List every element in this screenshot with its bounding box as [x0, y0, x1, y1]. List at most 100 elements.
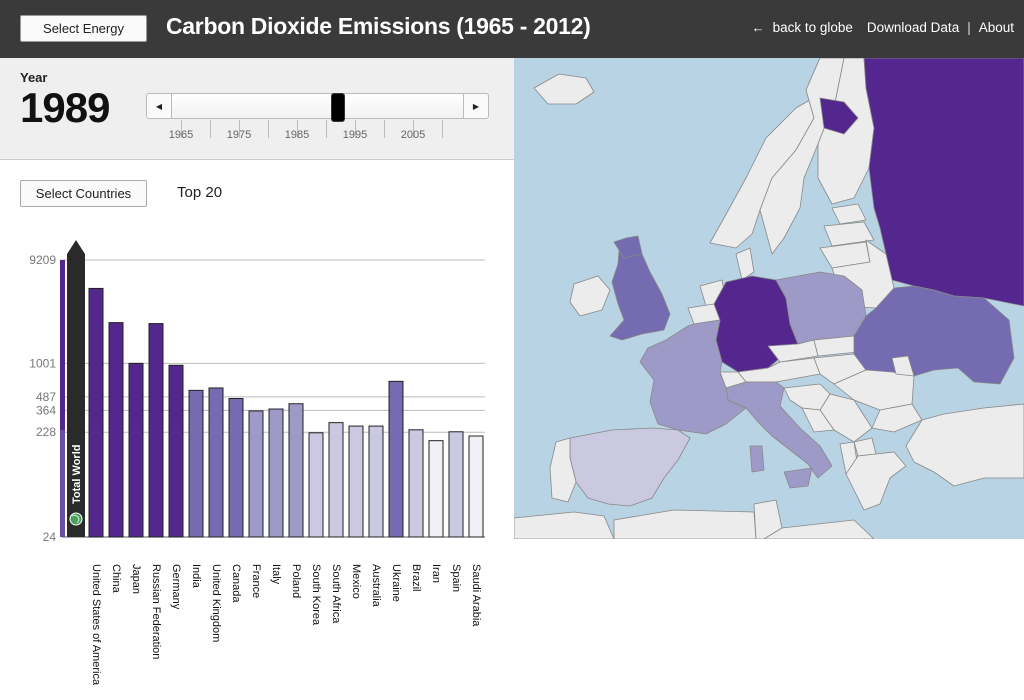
- map-country-latvia[interactable]: [823, 221, 875, 247]
- bar-ukraine[interactable]: [388, 380, 404, 538]
- page-title: Carbon Dioxide Emissions (1965 - 2012): [166, 13, 591, 39]
- slider-tick-label: 1995: [342, 129, 368, 141]
- bar-russian-federation[interactable]: [148, 323, 164, 538]
- year-slider[interactable]: ◀ ▶: [146, 93, 489, 122]
- map-country-iceland[interactable]: [533, 73, 595, 105]
- arrow-left-icon: ←: [751, 20, 765, 35]
- bar-australia[interactable]: [368, 425, 384, 538]
- bar-italy[interactable]: [268, 408, 284, 538]
- x-tick-label: France: [250, 564, 262, 598]
- bar-iran[interactable]: [428, 440, 444, 538]
- bar-mexico[interactable]: [348, 425, 364, 538]
- x-tick-label: Iran: [430, 564, 442, 583]
- x-tick-label: Japan: [130, 564, 142, 594]
- globe-icon: [69, 512, 83, 526]
- slider-track[interactable]: [171, 93, 464, 122]
- map-country-spain[interactable]: [569, 427, 691, 507]
- slider-tick-label: 1965: [168, 129, 194, 141]
- year-label: Year: [20, 70, 48, 85]
- bar-france[interactable]: [248, 410, 264, 538]
- map-country-scotland[interactable]: [613, 235, 643, 259]
- map-country-portugal[interactable]: [549, 437, 577, 503]
- y-tick-label: 487: [36, 390, 56, 404]
- x-tick-label: China: [110, 564, 122, 594]
- total-world-pill[interactable]: [67, 240, 85, 537]
- download-data-link[interactable]: Download Data: [866, 20, 960, 35]
- map-country-turkey[interactable]: [905, 403, 1024, 487]
- x-tick-label: Russian Federation: [150, 564, 162, 659]
- triangle-right-icon: ▶: [472, 101, 480, 111]
- map-country-morocco[interactable]: [514, 511, 615, 539]
- x-tick-label: Spain: [450, 564, 462, 592]
- x-tick-label: Poland: [290, 564, 302, 598]
- map-country-italy[interactable]: [725, 381, 833, 479]
- slider-ticks: 1965 1975 1985 1995 2005: [146, 120, 489, 144]
- x-tick-label: Italy: [270, 564, 282, 585]
- back-to-globe-label: back to globe: [772, 20, 853, 35]
- bar-japan[interactable]: [128, 362, 144, 538]
- map-country-slovakia[interactable]: [813, 335, 859, 357]
- bar-united-states-of-america[interactable]: [88, 287, 104, 538]
- map-country-greece[interactable]: [845, 451, 907, 511]
- y-tick-label: 228: [36, 425, 56, 439]
- slider-prev-button[interactable]: ◀: [146, 93, 172, 119]
- europe-choropleth-map[interactable]: [514, 58, 1024, 539]
- map-country-scandinavia[interactable]: [709, 58, 895, 249]
- x-tick-label: South Africa: [330, 564, 342, 624]
- map-country-moldova[interactable]: [891, 355, 915, 377]
- map-country-sicily[interactable]: [783, 467, 813, 489]
- about-link[interactable]: About: [978, 20, 1014, 35]
- total-world-label: Total World: [71, 445, 83, 504]
- slider-thumb[interactable]: [331, 93, 345, 122]
- y-tick-label: 364: [36, 403, 56, 417]
- total-world-bar: [60, 260, 65, 537]
- map-country-bosnia[interactable]: [801, 407, 835, 433]
- bar-brazil[interactable]: [408, 429, 424, 538]
- bar-india[interactable]: [188, 389, 204, 538]
- bar-united-kingdom[interactable]: [208, 387, 224, 538]
- bar-china[interactable]: [108, 322, 124, 538]
- x-tick-label: South Korea: [310, 564, 322, 626]
- bar-south-africa[interactable]: [328, 422, 344, 538]
- map-country-bulgaria[interactable]: [871, 403, 923, 433]
- select-countries-button[interactable]: Select Countries: [20, 180, 147, 207]
- x-tick-label: Australia: [370, 564, 382, 608]
- slider-next-button[interactable]: ▶: [463, 93, 489, 119]
- x-tick-label: United Kingdom: [210, 564, 222, 642]
- globe-icon-land: [71, 514, 80, 524]
- map-country-denmark[interactable]: [735, 247, 755, 281]
- x-tick-label: Saudi Arabia: [470, 564, 482, 627]
- map-country-sardinia[interactable]: [749, 445, 765, 473]
- bar-spain[interactable]: [448, 431, 464, 538]
- back-to-globe-link[interactable]: ← back to globe: [752, 20, 853, 35]
- map-country-france[interactable]: [639, 319, 747, 435]
- map-country-estonia[interactable]: [831, 203, 867, 225]
- x-tick-label: Canada: [230, 564, 242, 603]
- year-value: 1989: [20, 84, 110, 131]
- x-tick-label: United States of America: [90, 564, 102, 686]
- select-energy-button[interactable]: Select Energy: [20, 15, 147, 42]
- bar-germany[interactable]: [168, 364, 184, 538]
- y-tick-label: 1001: [29, 356, 56, 370]
- map-country-libya[interactable]: [763, 519, 875, 539]
- bar-canada[interactable]: [228, 398, 244, 538]
- x-tick-label: Mexico: [350, 564, 362, 599]
- header-bar: Select Energy Carbon Dioxide Emissions (…: [0, 0, 1024, 58]
- total-world-bar-overlay: [60, 430, 65, 537]
- slider-tick-label: 1975: [226, 129, 252, 141]
- bar-south-korea[interactable]: [308, 432, 324, 538]
- bar-saudi-arabia[interactable]: [468, 435, 484, 538]
- nav-separator: |: [967, 20, 971, 35]
- y-tick-label: 24: [43, 530, 57, 544]
- x-tick-label: India: [190, 564, 202, 589]
- map-country-ireland[interactable]: [569, 275, 611, 317]
- header-nav: ← back to globe Download Data | About: [752, 20, 1014, 35]
- bar-poland[interactable]: [288, 403, 304, 538]
- triangle-left-icon: ◀: [155, 101, 163, 111]
- slider-tick-label: 2005: [400, 129, 426, 141]
- map-country-united-kingdom[interactable]: [609, 237, 671, 341]
- y-tick-label: 9209: [29, 253, 56, 267]
- year-panel: Year 1989 ◀ ▶ 1965 1975 1985 1995 2005: [0, 58, 514, 160]
